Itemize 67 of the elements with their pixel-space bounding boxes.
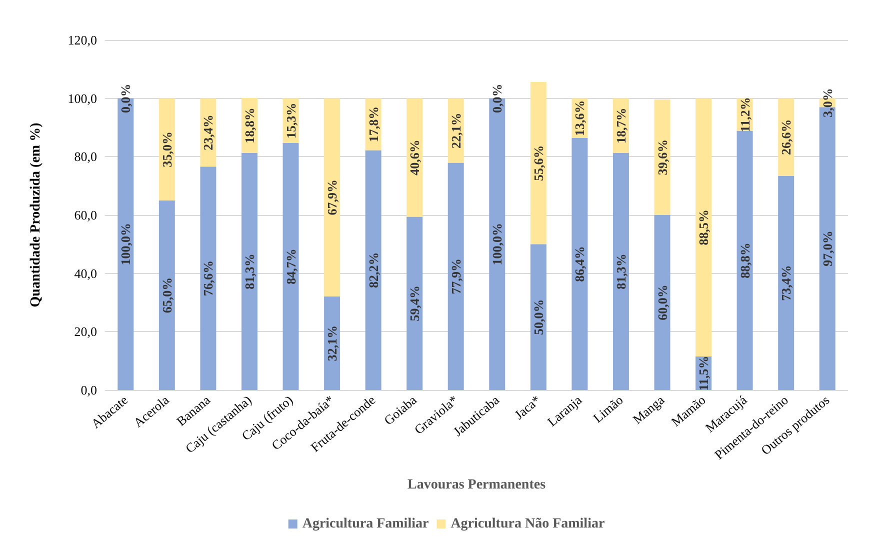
y-axis-title: Quantidade Produzida (em %) [28,122,44,308]
legend-label: Agricultura Familiar [302,516,429,532]
data-label: 0,0% [118,84,134,113]
bar [736,131,753,390]
data-label: 88,8% [737,242,752,278]
x-axis-title: Lavouras Permanentes [407,478,546,492]
bar [406,98,423,217]
data-label: 11,5% [696,356,712,391]
y-tick-label: 120,0 [68,32,97,48]
bar [654,100,670,215]
data-label: 22,1% [448,112,464,148]
data-label: 81,3% [242,254,257,290]
bar [612,152,629,390]
bar [158,98,175,200]
data-label: 32,1% [324,325,340,362]
data-label: 3,0% [820,88,835,118]
bar [406,216,423,390]
data-label: 17,8% [366,106,381,142]
bar [158,200,175,390]
bar [282,142,299,390]
data-label: 76,6% [200,260,216,296]
data-label: 97,0% [820,230,835,266]
bar [654,215,670,390]
data-label: 11,2% [737,97,752,132]
data-label: 18,8% [242,108,257,144]
data-label: 88,5% [696,210,712,246]
bar [324,98,340,296]
y-tick-label: 0,0 [80,382,97,398]
data-label: 26,6% [778,119,794,155]
bar [324,296,340,390]
data-label: 0,0% [490,84,505,113]
y-tick-label: 20,0 [74,324,97,340]
bar [572,138,588,390]
bar [530,82,546,244]
data-label: 82,2% [366,252,381,288]
data-label: 73,4% [778,265,794,301]
y-tick-label: 60,0 [74,208,97,222]
data-label: 35,0% [159,132,174,168]
bar [530,244,546,390]
y-tick-label: 40,0 [74,266,97,281]
bar [200,166,216,390]
data-label: 100,0% [490,223,505,266]
legend-label: Agricultura Não Familiar [450,516,605,532]
data-label: 50,0% [530,299,546,335]
data-label: 18,7% [613,108,628,144]
data-label: 13,6% [572,100,588,136]
bar [696,98,712,356]
data-label: 23,4% [200,114,216,150]
bar [778,176,794,390]
data-label: 81,3% [613,254,628,290]
bar [241,152,258,390]
data-label: 100,0% [118,223,134,266]
data-label: 84,7% [283,248,298,284]
bar [365,150,382,390]
data-label: 15,3% [283,102,298,139]
data-label: 77,9% [448,258,464,294]
y-tick-label: 100,0 [68,90,97,106]
data-label: 39,6% [654,139,670,176]
data-label: 59,4% [407,286,422,322]
data-label: 60,0% [654,284,670,320]
data-label: 67,9% [324,179,340,216]
data-label: 65,0% [159,277,174,314]
data-label: 86,4% [572,246,588,282]
data-label: 55,6% [530,145,546,181]
data-label: 40,6% [407,140,422,176]
y-tick-label: 80,0 [74,149,97,164]
bar [448,162,464,390]
